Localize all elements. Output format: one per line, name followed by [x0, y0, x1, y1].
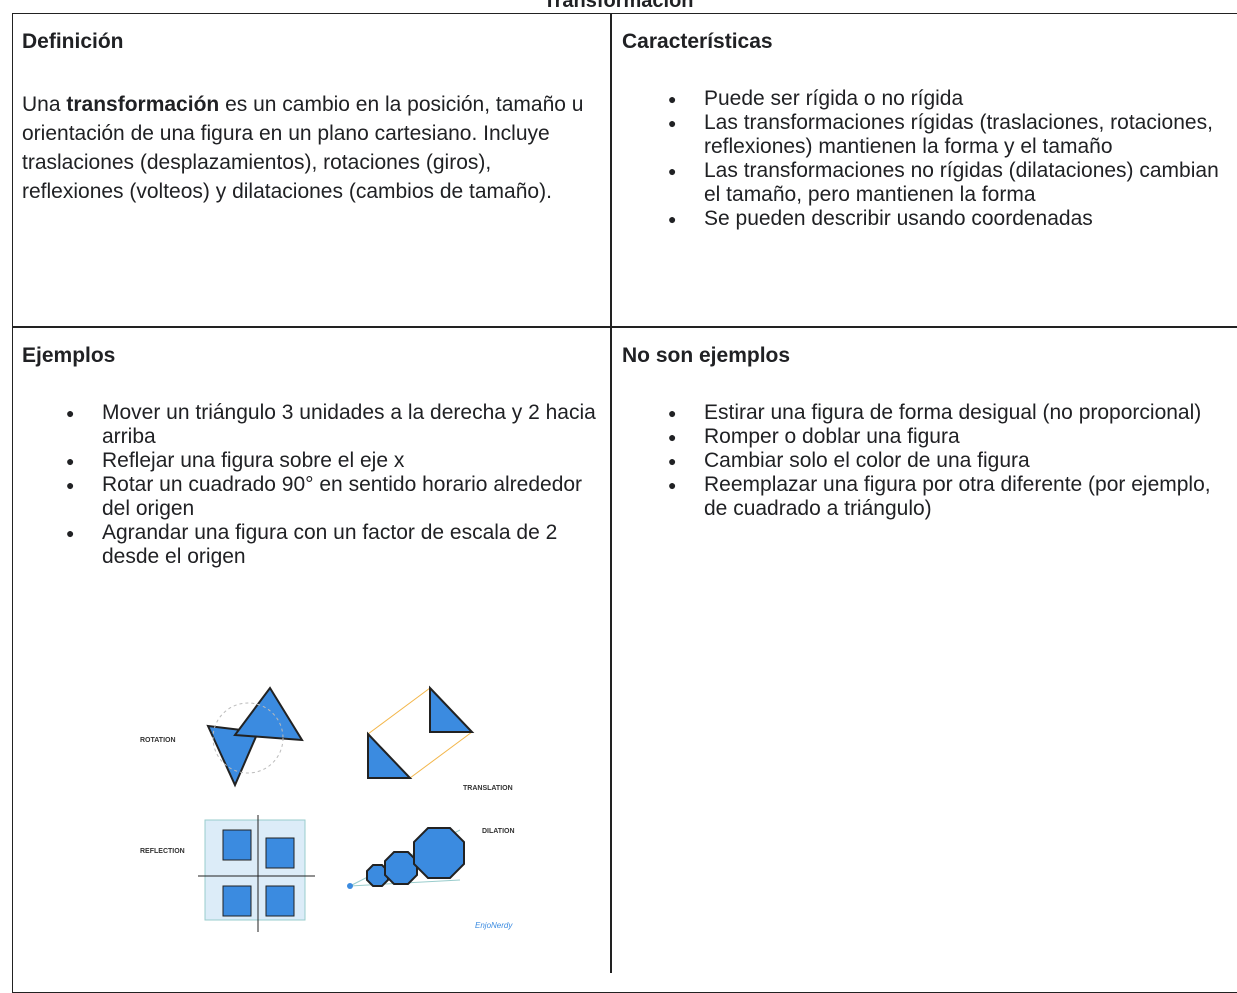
heading: Ejemplos [22, 344, 116, 367]
list-item: Agrandar una figura con un factor de esc… [66, 521, 597, 569]
image-label: ROTATION [140, 737, 176, 744]
list-item: Reemplazar una figura por otra diferente… [668, 473, 1232, 521]
bold-term: transformación [66, 93, 220, 116]
list-item: Rotar un cuadrado 90° en sentido horario… [66, 473, 597, 521]
title: Transformación [543, 0, 694, 12]
list-item: Las transformaciones no rígidas (dilatac… [668, 159, 1232, 207]
list-item: Puede ser rígida o no rígida [668, 87, 1232, 111]
definition-cell: Definición Una transformación es un camb… [22, 30, 597, 206]
illustration: ROTATION TRANSLATION REFLECTION DILATION… [140, 685, 515, 932]
list-item: Cambiar solo el color de una figura [668, 449, 1232, 473]
list-item: Reflejar una figura sobre el eje x [66, 449, 597, 473]
non-examples-cell: No son ejemplos Estirar una figura de fo… [622, 344, 1232, 521]
examples-cell: Ejemplos Mover un triángulo 3 unidades a… [22, 344, 597, 569]
image-label: TRANSLATION [463, 785, 513, 792]
list-item: Romper o doblar una figura [668, 425, 1232, 449]
divider [12, 326, 1237, 328]
list: Estirar una figura de forma desigual (no… [668, 401, 1232, 521]
list-item: Las transformaciones rígidas (traslacion… [668, 111, 1232, 159]
definition-text: Una transformación es un cambio en la po… [22, 90, 597, 206]
image-label: DILATION [482, 828, 515, 835]
heading: Características [622, 30, 773, 53]
page: {"title": "Transformación", "definition"… [0, 0, 1237, 969]
logo: EnjoNerdy [475, 921, 513, 930]
divider [610, 13, 612, 973]
heading: No son ejemplos [622, 344, 791, 367]
list-item: Mover un triángulo 3 unidades a la derec… [66, 401, 597, 449]
image-label: REFLECTION [140, 848, 185, 855]
list: Mover un triángulo 3 unidades a la derec… [66, 401, 597, 569]
heading: Definición [22, 30, 124, 53]
list-item: Se pueden describir usando coordenadas [668, 207, 1232, 231]
list-item: Estirar una figura de forma desigual (no… [668, 401, 1232, 425]
text: Una [22, 93, 67, 116]
text: es un cambio en la posición, tamaño u or… [22, 93, 584, 203]
characteristics-cell: Características Puede ser rígida o no rí… [622, 30, 1232, 231]
list: Puede ser rígida o no rígidaLas transfor… [668, 87, 1232, 231]
